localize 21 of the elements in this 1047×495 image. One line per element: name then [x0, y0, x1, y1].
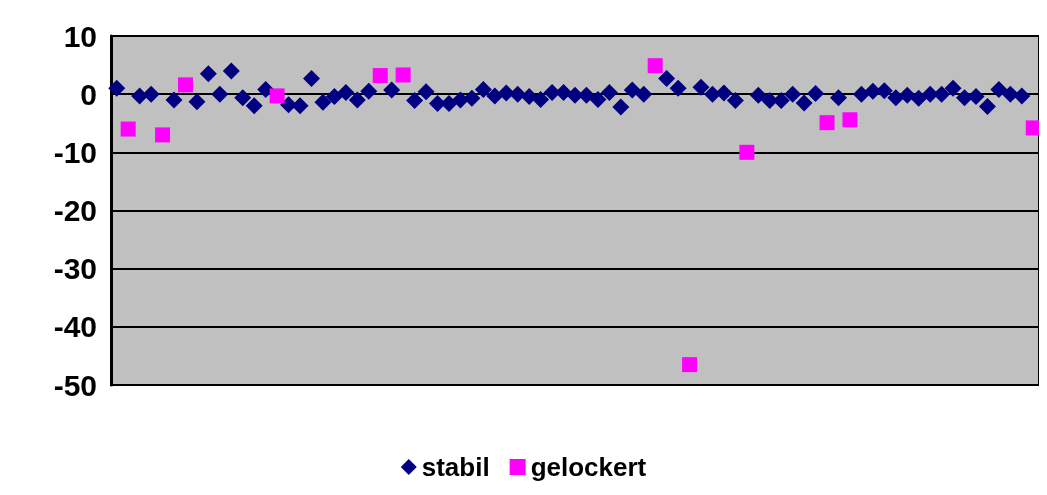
y-tick-label: 0	[80, 77, 97, 111]
point	[395, 67, 411, 83]
point	[155, 127, 171, 143]
point	[819, 115, 835, 131]
point	[120, 121, 136, 137]
point	[647, 58, 663, 74]
point	[269, 88, 285, 104]
y-tick-label: -20	[53, 194, 97, 227]
legend-label: stabil	[421, 452, 490, 482]
y-tick-label: -40	[53, 310, 97, 344]
y-tick-label: 10	[63, 19, 97, 53]
point	[842, 112, 858, 128]
legend-label: gelockert	[530, 452, 647, 482]
point	[372, 68, 388, 84]
y-tick-label: -30	[53, 252, 97, 286]
point	[177, 77, 193, 93]
y-tick-label: -10	[53, 135, 97, 169]
point	[682, 357, 698, 373]
point	[1025, 120, 1039, 136]
point	[739, 144, 755, 160]
y-tick-label: -50	[53, 368, 97, 402]
